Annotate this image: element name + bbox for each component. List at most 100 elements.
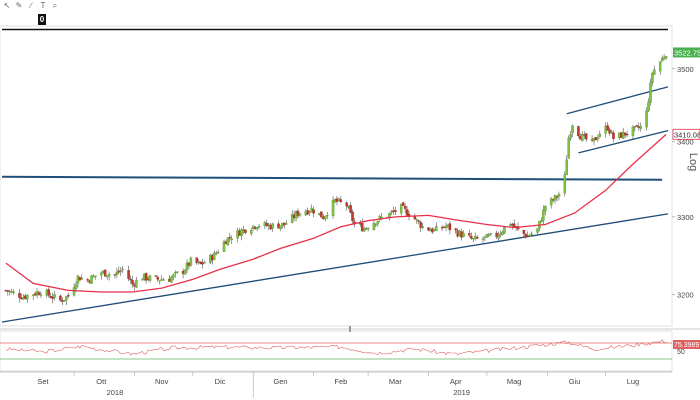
price-tick-label: 3300 [677,213,694,222]
candle-body [12,291,15,293]
rsi-plot-frame [0,330,673,372]
candle [440,224,444,232]
candle [113,273,117,279]
candle-body [100,272,103,276]
candle-body [244,229,247,234]
candle-body [107,274,111,277]
candle [222,239,226,253]
candle [631,125,635,140]
candle [565,155,568,176]
candle-body [470,236,473,239]
candle [651,71,654,87]
candles-layer [4,53,668,306]
rsi-line [5,339,667,356]
candle [86,278,89,283]
candle-body [176,271,179,273]
candle [549,196,553,209]
candle [61,297,64,306]
candle [244,229,247,235]
candle-body [74,284,78,289]
month-tick-label: Mag [507,377,522,386]
candle [481,236,485,244]
magnifier-icon[interactable]: ⌕ [52,1,58,10]
candle [362,226,366,232]
candle-body [290,214,294,223]
candle-body [651,72,654,83]
candle [271,222,274,232]
candle-body [121,268,124,270]
candle-body [528,235,531,237]
candle-body [129,278,132,281]
candle [394,207,397,216]
candle [584,132,588,142]
month-tick-label: Apr [450,377,462,386]
candle [320,211,323,218]
zero-button[interactable]: 0 [38,14,46,25]
candle-body [427,227,430,231]
candle-body [39,294,43,296]
candle [324,215,327,222]
candle-body [65,296,68,301]
pencil-icon[interactable]: ✎ [15,1,23,10]
candle [540,217,543,223]
year-tick-label: 2019 [453,388,470,397]
candle [18,288,21,303]
candle-body [394,210,397,212]
candle [156,275,160,282]
candle-body [18,293,21,298]
candle-body [47,289,50,296]
candle [325,211,329,220]
line-icon[interactable]: ∕ [30,1,32,10]
candle [577,125,580,139]
candle-body [366,228,370,230]
last-price-tag: 3522.7551 [673,47,700,58]
candle [569,130,572,141]
candle-body [542,209,545,221]
cursor-icon[interactable]: ↖ [3,1,11,10]
candle [195,257,198,265]
candle [664,55,668,61]
candle [37,290,41,296]
candle [470,232,473,240]
candle-body [598,133,602,137]
candle [129,275,132,284]
candle-body [631,127,635,136]
candle-body [131,279,134,285]
candle [660,55,664,62]
candle [376,220,380,227]
candle-body [530,233,533,236]
text-icon[interactable]: T [40,1,46,10]
candle-body [454,228,457,231]
candle [351,209,354,225]
price-axis: 3200 3300 3400 3500 [672,65,694,299]
price-tick-label: 3200 [677,290,694,299]
candle [72,283,76,297]
candle [31,294,35,300]
candle [361,218,364,232]
candle [185,259,189,274]
candle-body [250,230,253,234]
candle [119,266,123,276]
rsi-layer: 50 [0,339,685,360]
month-tick-label: Dic [215,377,226,386]
month-tick-label: Ott [96,377,107,386]
candle [435,222,438,232]
candle [65,295,68,305]
candle [158,280,161,285]
candle-body [351,211,354,222]
candle-body [645,110,648,128]
candle-body [563,174,567,194]
candle [635,124,639,127]
candle-body [372,223,376,230]
candle-body [584,133,588,140]
candle [121,265,124,274]
candle-body [388,213,391,217]
trendlines-layer [1,28,669,323]
candle [399,203,403,217]
candle [649,78,652,106]
candle-body [390,211,393,213]
candle [542,205,545,225]
candle-body [257,226,261,228]
month-tick-label: Nov [155,377,169,386]
candle [339,195,343,204]
